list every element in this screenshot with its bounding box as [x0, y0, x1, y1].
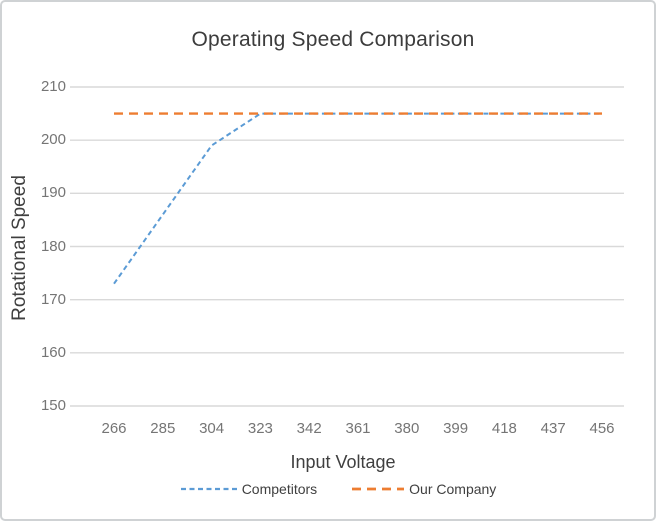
x-tick-label-285: 285 — [150, 420, 176, 437]
y-tick-label-150: 150 — [40, 397, 66, 414]
chart-title: Operating Speed Comparison — [191, 28, 475, 51]
y-tick-label-200: 200 — [40, 131, 66, 149]
competitors-line-sample — [180, 487, 237, 491]
legend-label-our-company: Our Company — [409, 481, 497, 497]
x-tick-label-399: 399 — [443, 420, 469, 437]
legend-item-our-company: Our Company — [351, 481, 496, 497]
x-tick-label-437: 437 — [540, 420, 566, 437]
y-tick-label-190: 190 — [40, 184, 66, 202]
legend-item-competitors: Competitors — [180, 481, 317, 497]
x-tick-label-342: 342 — [296, 420, 322, 437]
x-tick-label-266: 266 — [101, 420, 127, 437]
x-tick-label-361: 361 — [345, 420, 371, 437]
y-tick-label-160: 160 — [40, 343, 66, 361]
legend: Competitors Our Company — [2, 481, 654, 497]
x-tick-label-380: 380 — [394, 420, 420, 437]
y-tick-label-210: 210 — [40, 78, 66, 95]
x-tick-label-418: 418 — [491, 420, 517, 437]
x-axis-title: Input Voltage — [290, 452, 396, 472]
x-tick-label-323: 323 — [247, 420, 273, 437]
series-line-competitors — [113, 112, 602, 285]
y-tick-label-180: 180 — [40, 237, 66, 255]
legend-label-competitors: Competitors — [241, 481, 318, 497]
y-tick-label-170: 170 — [40, 290, 66, 308]
our-company-line-sample — [352, 487, 405, 491]
x-tick-label-456: 456 — [589, 420, 615, 437]
x-tick-label-304: 304 — [199, 420, 225, 437]
